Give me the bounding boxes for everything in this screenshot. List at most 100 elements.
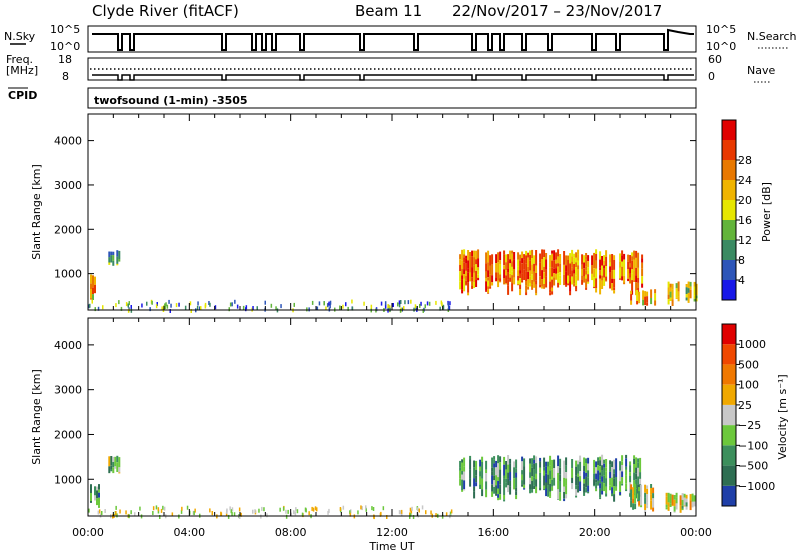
- velocity-echo-cell: [559, 467, 562, 475]
- velocity-echo-cell: [479, 466, 482, 472]
- power-echo-cell: [485, 252, 488, 264]
- velocity-echo-cell: [585, 476, 588, 488]
- velocity-echo-cell: [691, 501, 694, 508]
- power-echo-cell: [108, 251, 111, 258]
- power-echo-cell: [557, 273, 560, 283]
- power-echo-cell: [469, 256, 472, 267]
- velocity-echo-cell: [625, 454, 628, 459]
- power-echo-cell: [110, 251, 113, 256]
- velocity-echo-cell: [619, 481, 622, 492]
- velocity-echo-cell: [479, 484, 482, 489]
- power-echo-cell: [531, 258, 534, 265]
- velocity-echo-cell: [646, 502, 649, 506]
- velocity-echo-cell: [625, 475, 628, 484]
- power-echo-cell: [583, 255, 586, 263]
- power-echo-cell: [551, 291, 554, 295]
- velocity-echo-cell: [539, 488, 542, 491]
- velocity-echo-cell: [593, 485, 596, 487]
- velocity-echo-cell: [557, 466, 560, 473]
- power-echo-cell: [463, 274, 466, 279]
- power-scatter-point: [389, 305, 391, 310]
- power-colorbar-label: Power [dB]: [760, 182, 773, 242]
- velocity-echo-cell: [479, 471, 482, 477]
- power-scatter-point: [128, 301, 130, 306]
- power-echo-cell: [499, 281, 502, 283]
- power-echo-cell: [499, 278, 502, 282]
- velocity-echo-cell: [116, 455, 119, 463]
- power-echo-cell: [595, 268, 598, 279]
- velocity-scatter-point: [445, 512, 448, 517]
- power-echo-cell: [583, 276, 586, 283]
- power-echo-cell: [509, 250, 512, 260]
- freq-label-2: [MHz]: [6, 64, 38, 77]
- velocity-scatter-point: [380, 511, 382, 516]
- power-echo-cell: [605, 280, 608, 282]
- velocity-echo-cell: [673, 506, 676, 512]
- velocity-echo-cell: [667, 502, 670, 507]
- velocity-echo-cell: [619, 495, 622, 496]
- power-echo-cell: [533, 255, 536, 264]
- velocity-echo-cell: [509, 458, 512, 464]
- power-scatter-point: [351, 299, 353, 304]
- velocity-scatter-point: [97, 510, 100, 515]
- power-scatter-point: [426, 301, 429, 306]
- power-echo-cell: [646, 302, 649, 306]
- velocity-scatter-point: [327, 510, 329, 515]
- velocity-echo-cell: [549, 455, 552, 466]
- velocity-echo-cell: [491, 491, 494, 497]
- power-echo-cell: [539, 284, 542, 288]
- velocity-echo-cell: [599, 456, 602, 461]
- velocity-echo-cell: [689, 500, 692, 511]
- velocity-echo-cell: [563, 498, 566, 502]
- velocity-scatter-point: [342, 505, 345, 510]
- power-echo-cell: [613, 259, 616, 270]
- power-scatter-point: [435, 300, 437, 305]
- power-echo-cell: [609, 262, 612, 267]
- velocity-echo-cell: [543, 485, 546, 490]
- power-scatter-point: [214, 305, 217, 310]
- velocity-echo-cell: [638, 487, 641, 492]
- velocity-echo-cell: [513, 467, 516, 479]
- power-echo-cell: [535, 250, 538, 256]
- velocity-echo-cell: [571, 459, 574, 469]
- power-echo-cell: [569, 253, 572, 264]
- power-echo-cell: [499, 264, 502, 275]
- velocity-echo-cell: [461, 474, 464, 480]
- power-echo-cell: [575, 262, 578, 268]
- velocity-echo-cell: [507, 485, 510, 493]
- velocity-echo-cell: [634, 503, 637, 510]
- power-echo-cell: [116, 263, 119, 266]
- velocity-echo-cell: [493, 480, 496, 487]
- power-echo-cell: [511, 266, 514, 272]
- velocity-echo-cell: [459, 460, 462, 468]
- power-scatter-point: [125, 302, 128, 307]
- power-echo-cell: [693, 281, 696, 287]
- nsearch-tick-top: 10^5: [706, 23, 736, 36]
- velocity-echo-cell: [529, 463, 532, 473]
- power-echo-cell: [669, 287, 672, 292]
- velocity-echo-cell: [497, 497, 500, 501]
- velocity-scatter-point: [357, 510, 359, 515]
- velocity-echo-cell: [533, 463, 536, 470]
- velocity-scatter-point: [157, 507, 160, 512]
- velocity-scatter-point: [290, 512, 292, 517]
- power-echo-cell: [675, 283, 678, 289]
- power-echo-cell: [689, 286, 692, 290]
- velocity-echo-cell: [638, 501, 641, 506]
- velocity-echo-cell: [638, 491, 641, 501]
- power-echo-cell: [601, 280, 604, 288]
- power-scatter-point: [102, 305, 104, 310]
- power-scatter-point: [228, 307, 230, 312]
- velocity-echo-cell: [665, 496, 668, 505]
- velocity-echo-cell: [549, 479, 552, 484]
- velocity-echo-cell: [545, 488, 548, 497]
- power-echo-cell: [573, 283, 576, 287]
- power-scatter-point: [428, 301, 431, 306]
- power-echo-cell: [553, 268, 556, 273]
- power-scatter-point: [208, 301, 210, 305]
- power-colorbar-frame: [721, 119, 737, 301]
- velocity-axes: 1000 2000 3000 4000 00:00 04:00 08:00 12:00 16:0…: [54, 318, 712, 539]
- velocity-echo-cell: [575, 489, 578, 496]
- power-scatter-point: [199, 306, 201, 311]
- velocity-echo-cell: [557, 480, 560, 490]
